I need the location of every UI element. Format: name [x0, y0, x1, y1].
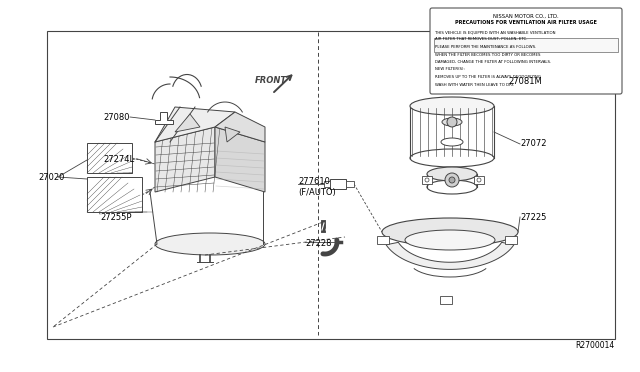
Ellipse shape — [405, 230, 495, 250]
Text: 27274L: 27274L — [104, 154, 135, 164]
Bar — [87, 143, 132, 173]
FancyBboxPatch shape — [430, 8, 622, 94]
Ellipse shape — [427, 167, 477, 181]
Text: THIS VEHICLE IS EQUIPPED WITH AN WASHABLE VENTILATION: THIS VEHICLE IS EQUIPPED WITH AN WASHABL… — [435, 30, 556, 34]
Bar — [422, 176, 432, 184]
Ellipse shape — [382, 218, 518, 246]
Ellipse shape — [155, 233, 265, 255]
Bar — [474, 176, 484, 184]
Circle shape — [445, 173, 459, 187]
Text: NISSAN MOTOR CO., LTD.: NISSAN MOTOR CO., LTD. — [493, 14, 559, 19]
Text: 27228: 27228 — [305, 240, 332, 248]
Polygon shape — [155, 112, 173, 124]
Bar — [87, 177, 142, 212]
Text: 27255P: 27255P — [100, 212, 131, 221]
Ellipse shape — [410, 97, 494, 115]
Text: R2700014: R2700014 — [576, 341, 615, 350]
Polygon shape — [155, 107, 235, 142]
Polygon shape — [225, 127, 240, 142]
Polygon shape — [155, 127, 215, 192]
Polygon shape — [215, 127, 265, 192]
Text: 27080: 27080 — [104, 112, 130, 122]
Polygon shape — [386, 242, 514, 269]
Text: DAMAGED, CHANGE THE FILTER AT FOLLOWING INTERVALS.: DAMAGED, CHANGE THE FILTER AT FOLLOWING … — [435, 60, 551, 64]
Bar — [505, 236, 517, 244]
Text: AIR FILTER THAT REMOVES DUST, POLLEN, ETC.: AIR FILTER THAT REMOVES DUST, POLLEN, ET… — [435, 38, 527, 42]
Bar — [47, 31, 615, 339]
Text: 27225: 27225 — [520, 212, 547, 221]
Text: REMOVES UP TO THE FILTER IS ALWAYS DEODORIZING: REMOVES UP TO THE FILTER IS ALWAYS DEODO… — [435, 75, 541, 79]
Circle shape — [449, 177, 455, 183]
Text: 27072: 27072 — [520, 140, 547, 148]
Polygon shape — [175, 114, 200, 132]
Text: NEW FILTER(S):: NEW FILTER(S): — [435, 67, 465, 71]
Bar — [377, 236, 389, 244]
Ellipse shape — [410, 149, 494, 167]
Bar — [330, 179, 346, 189]
Circle shape — [425, 178, 429, 182]
Circle shape — [447, 117, 457, 127]
Text: PLEASE PERFORM THE MAINTENANCE AS FOLLOWS.: PLEASE PERFORM THE MAINTENANCE AS FOLLOW… — [435, 45, 536, 49]
Ellipse shape — [441, 138, 463, 146]
Polygon shape — [215, 112, 265, 142]
Bar — [440, 296, 452, 304]
Ellipse shape — [427, 180, 477, 194]
Text: 277610
(F/AUTO): 277610 (F/AUTO) — [298, 177, 336, 197]
Text: WHEN THE FILTER BECOMES TOO DIRTY OR BECOMES: WHEN THE FILTER BECOMES TOO DIRTY OR BEC… — [435, 52, 541, 57]
Text: 27081M: 27081M — [508, 77, 541, 87]
Circle shape — [477, 178, 481, 182]
Bar — [324, 181, 330, 187]
Bar — [434, 38, 618, 52]
Text: WASH WITH WATER THEN LEAVE TO DRY.: WASH WITH WATER THEN LEAVE TO DRY. — [435, 83, 515, 87]
Bar — [346, 181, 354, 187]
Text: FRONT: FRONT — [255, 76, 287, 85]
Text: 27020: 27020 — [38, 173, 65, 182]
Text: PRECAUTIONS FOR VENTILATION AIR FILTER USAGE: PRECAUTIONS FOR VENTILATION AIR FILTER U… — [455, 20, 597, 25]
Ellipse shape — [442, 118, 462, 126]
